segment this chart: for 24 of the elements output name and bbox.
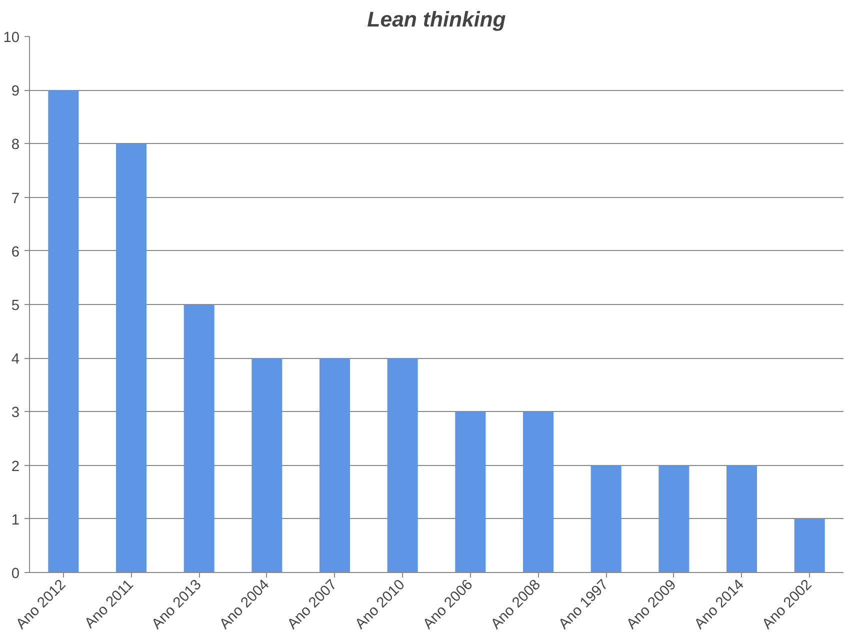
y-tick-label: 2 bbox=[11, 458, 20, 475]
y-tick-label: 5 bbox=[11, 298, 20, 314]
bar bbox=[116, 144, 147, 572]
y-tick-label: 9 bbox=[11, 84, 20, 100]
y-tick-label: 3 bbox=[11, 405, 20, 422]
bar bbox=[590, 465, 622, 572]
bar bbox=[726, 465, 758, 572]
y-tick-label: 7 bbox=[11, 190, 20, 207]
y-tick-label: 1 bbox=[11, 512, 20, 528]
bar bbox=[794, 518, 825, 572]
bar bbox=[319, 358, 350, 572]
chart-title: Lean thinking bbox=[367, 8, 506, 32]
y-tick-label: 4 bbox=[11, 352, 20, 368]
y-tick-label: 0 bbox=[11, 566, 20, 582]
bar bbox=[184, 304, 214, 572]
bar bbox=[522, 412, 554, 572]
bar bbox=[658, 465, 690, 572]
bar bbox=[455, 412, 486, 572]
bar bbox=[48, 90, 79, 572]
y-tick-label: 6 bbox=[11, 244, 20, 260]
y-tick-label: 8 bbox=[11, 137, 20, 154]
bar bbox=[252, 358, 282, 572]
y-tick-label: 10 bbox=[3, 30, 20, 46]
bar bbox=[387, 358, 418, 572]
